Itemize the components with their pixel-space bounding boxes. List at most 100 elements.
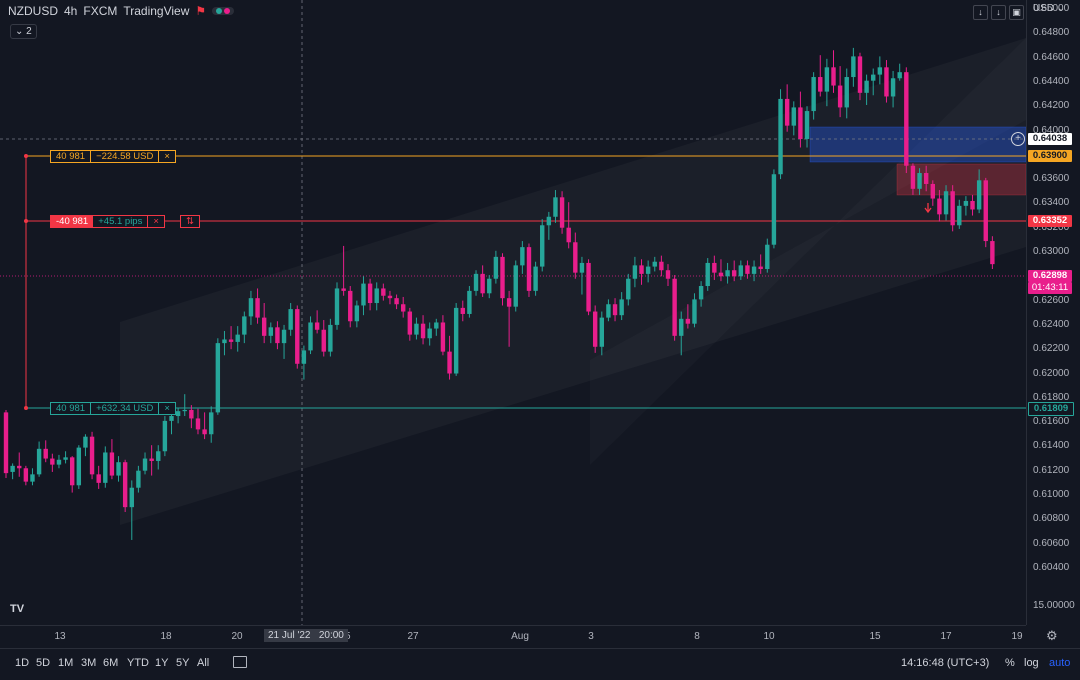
auto-toggle[interactable]: auto bbox=[1049, 657, 1071, 669]
time-tick: 20 bbox=[231, 631, 243, 642]
chevron-down-icon: ⌄ bbox=[15, 26, 24, 37]
candle-body bbox=[103, 452, 108, 483]
interval-label[interactable]: 4h bbox=[64, 4, 78, 18]
time-axis[interactable]: 1318202527Aug3810151719 21 Jul '22 20:00… bbox=[0, 625, 1058, 648]
countdown-label: 01:43:11 bbox=[1028, 282, 1072, 294]
candle-body bbox=[579, 262, 585, 273]
target-pnl: +632.34 USD bbox=[91, 403, 160, 414]
settings-gear-icon[interactable]: ⚙ bbox=[1046, 628, 1058, 643]
currency-selector[interactable]: USD ⌄ bbox=[1033, 3, 1066, 14]
candle-body bbox=[698, 286, 704, 300]
range-button-5d[interactable]: 5D bbox=[36, 657, 51, 669]
position-anchor-mid bbox=[24, 219, 28, 223]
chart-canvas[interactable] bbox=[0, 0, 1027, 625]
range-button-1y[interactable]: 1Y bbox=[155, 657, 169, 669]
candle-body bbox=[500, 256, 505, 299]
stop-close-icon[interactable]: × bbox=[153, 216, 159, 227]
tradingview-logo[interactable]: TV bbox=[10, 603, 25, 615]
candle-body bbox=[712, 262, 717, 273]
stop-price-label: 0.63352 bbox=[1028, 215, 1072, 227]
clock[interactable]: 14:16:48 (UTC+3) bbox=[901, 657, 990, 669]
candle-body bbox=[447, 351, 452, 374]
candle-body bbox=[321, 329, 326, 352]
candle-body bbox=[268, 327, 273, 336]
percent-toggle[interactable]: % bbox=[1005, 657, 1015, 669]
candle-body bbox=[493, 256, 499, 279]
range-button-1d[interactable]: 1D bbox=[15, 657, 30, 669]
candle-body bbox=[202, 429, 207, 435]
candle-body bbox=[63, 457, 68, 460]
chevron-down-icon: ⌄ bbox=[1054, 3, 1066, 14]
candle-body bbox=[937, 198, 942, 215]
entry-close-icon[interactable]: × bbox=[164, 151, 170, 162]
stop-qty: -40 981 bbox=[51, 216, 94, 227]
entry-position-box[interactable]: 40 981 −224.58 USD × bbox=[50, 150, 176, 163]
range-button-1m[interactable]: 1M bbox=[58, 657, 74, 669]
flag-icon[interactable]: ⚑ bbox=[195, 4, 207, 18]
candle-body bbox=[460, 307, 465, 314]
time-tick: 3 bbox=[588, 631, 594, 642]
log-toggle[interactable]: log bbox=[1024, 657, 1039, 669]
candle-body bbox=[685, 318, 691, 324]
candle-body bbox=[791, 107, 796, 126]
candle-body bbox=[334, 288, 340, 325]
price-tick: 0.63400 bbox=[1033, 197, 1070, 209]
entry-pnl: −224.58 USD bbox=[91, 151, 160, 162]
candle-body bbox=[566, 227, 571, 243]
candle-body bbox=[619, 299, 624, 316]
candle-body bbox=[718, 272, 724, 277]
range-button-3m[interactable]: 3M bbox=[81, 657, 97, 669]
market-status-icon[interactable] bbox=[212, 7, 235, 15]
candle-body bbox=[136, 470, 141, 488]
candle-body bbox=[169, 416, 174, 421]
candle-body bbox=[255, 298, 260, 318]
candle-body bbox=[533, 266, 538, 291]
time-tick: 13 bbox=[54, 631, 66, 642]
candle-body bbox=[215, 343, 221, 413]
chart-plot-area[interactable]: NZDUSD 4h FXCM TradingView ⚑ ⌄ 2 ↓ ↓ ▣ +… bbox=[0, 0, 1027, 625]
target-close-icon[interactable]: × bbox=[164, 403, 170, 414]
candle-body bbox=[639, 265, 644, 274]
price-tick: 0.62400 bbox=[1033, 318, 1070, 330]
candle-body bbox=[612, 304, 618, 316]
symbol-name[interactable]: NZDUSD bbox=[8, 4, 58, 18]
candle-body bbox=[626, 278, 631, 300]
price-tick: 0.64000 bbox=[1033, 124, 1070, 136]
candle-body bbox=[308, 322, 313, 351]
candle-body bbox=[361, 283, 366, 306]
target-position-box[interactable]: 40 981 +632.34 USD × bbox=[50, 402, 176, 415]
crosshair-time-label: 21 Jul '22 20:00 bbox=[264, 629, 348, 642]
candle-body bbox=[242, 316, 247, 335]
candle-body bbox=[427, 328, 432, 339]
indicators-toggle[interactable]: ⌄ 2 bbox=[10, 24, 37, 39]
date-range-icon[interactable] bbox=[233, 656, 247, 668]
time-tick: Aug bbox=[511, 631, 529, 642]
arrow-down-icon[interactable]: ↓ bbox=[991, 5, 1006, 20]
candle-body bbox=[804, 111, 810, 140]
candle-body bbox=[771, 174, 777, 245]
crosshair-add-icon[interactable]: + bbox=[1011, 132, 1025, 146]
reverse-position-button[interactable]: ⇅ bbox=[180, 215, 200, 228]
range-button-ytd[interactable]: YTD bbox=[127, 657, 149, 669]
candle-body bbox=[824, 67, 830, 92]
candle-body bbox=[487, 278, 492, 294]
candle-body bbox=[189, 409, 194, 419]
stop-position-box[interactable]: -40 981 +45.1 pips × bbox=[50, 215, 165, 228]
candle-body bbox=[381, 288, 386, 296]
range-button-6m[interactable]: 6M bbox=[103, 657, 119, 669]
candle-body bbox=[261, 317, 267, 336]
candle-body bbox=[295, 309, 300, 364]
price-axis[interactable]: USD ⌄ 0.65000 0.64800 0.64600 0.64400 0.6420… bbox=[1026, 0, 1080, 625]
download-icon[interactable]: ↓ bbox=[973, 5, 988, 20]
candle-body bbox=[957, 205, 962, 226]
candle-body bbox=[506, 298, 512, 307]
fullscreen-icon[interactable]: ▣ bbox=[1009, 5, 1024, 20]
range-button-5y[interactable]: 5Y bbox=[176, 657, 190, 669]
candle-body bbox=[851, 56, 856, 78]
range-button-all[interactable]: All bbox=[197, 657, 210, 669]
price-tick: 0.64200 bbox=[1033, 100, 1070, 112]
candle-body bbox=[592, 311, 598, 347]
candle-body bbox=[645, 266, 651, 274]
price-tick: 0.64600 bbox=[1033, 51, 1070, 63]
